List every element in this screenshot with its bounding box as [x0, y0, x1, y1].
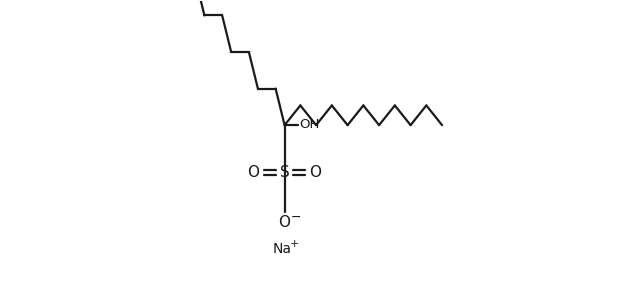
Text: O: O — [247, 166, 260, 180]
Text: +: + — [290, 239, 300, 249]
Text: Na: Na — [272, 242, 291, 256]
Text: S: S — [280, 166, 289, 180]
Text: O: O — [310, 166, 321, 180]
Text: OH: OH — [299, 118, 320, 131]
Text: −: − — [291, 211, 301, 224]
Text: O: O — [279, 214, 291, 229]
